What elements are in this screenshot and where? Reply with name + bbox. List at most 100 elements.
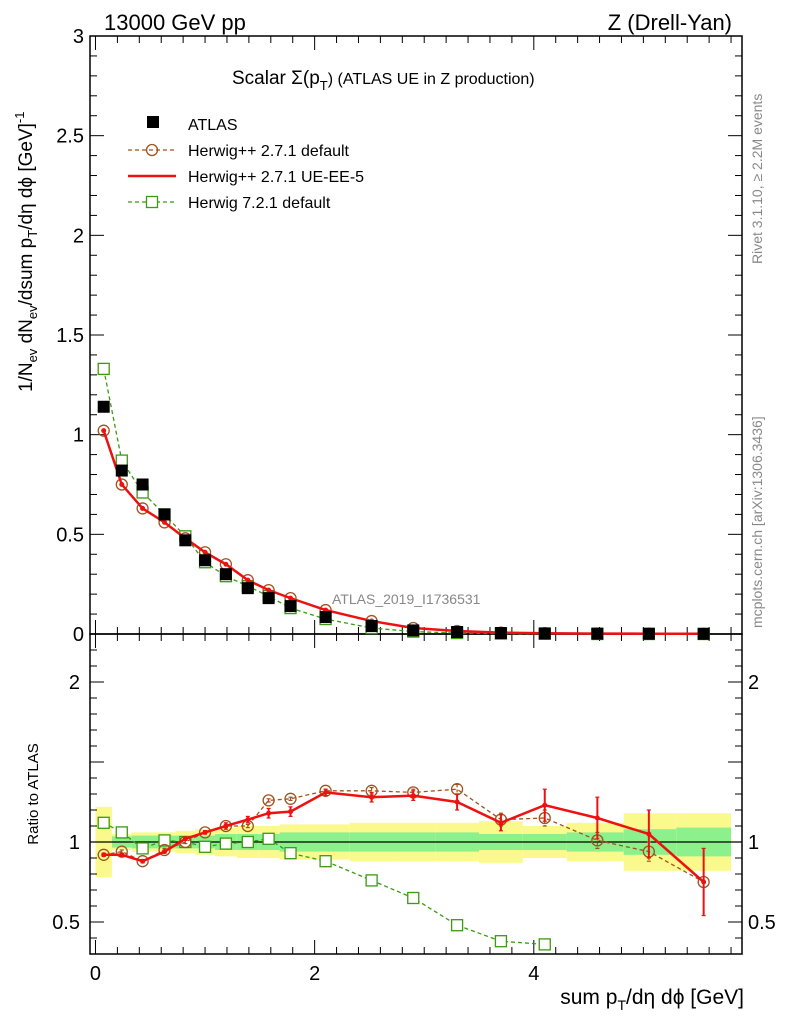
x-tick-label-2: 4 — [528, 963, 539, 985]
ratio-point-herwig271ee5-2 — [140, 858, 146, 864]
x-tick-label-0: 0 — [90, 963, 101, 985]
ylabel-d-sup: -1 — [12, 112, 27, 124]
ratio-line-herwig721 — [103, 822, 545, 946]
main-point-herwig271ee5-1 — [119, 482, 125, 487]
xlabel-tail: /dη dϕ [GeV] — [626, 986, 744, 1009]
ratio-point-herwig721-15 — [538, 938, 551, 951]
ratio-point-herwig721-1 — [115, 826, 128, 839]
rivet-label: Rivet 3.1.10, ≥ 2.2M events — [749, 94, 765, 264]
chart-title-tail: ) (ATLAS UE in Z production) — [328, 71, 535, 88]
main-point-herwig271ee5-5 — [202, 549, 208, 555]
ratio-point-herwig271ee5-6 — [223, 823, 229, 829]
main-point-atlas-10 — [319, 611, 332, 624]
main-point-herwig271def-1 — [115, 478, 128, 491]
main-point-herwig271ee5-7 — [245, 577, 251, 583]
ratio-y-tick-label-right-0: 0.5 — [748, 912, 776, 934]
ratio-point-herwig271ee5-1 — [119, 852, 125, 858]
main-point-atlas-8 — [262, 592, 275, 605]
ratio-point-herwig271ee5-11 — [369, 794, 375, 800]
chart-title: Scalar Σ(pT) (ATLAS UE in Z production) — [232, 68, 535, 93]
analysis-id: ATLAS_2019_I1736531 — [332, 591, 481, 607]
ratio-point-herwig721-3 — [158, 834, 171, 847]
ratio-point-herwig271ee5-16 — [594, 815, 600, 821]
main-point-atlas-0 — [97, 400, 110, 413]
ylabel-b: dN — [16, 319, 37, 349]
main-point-herwig271ee5-2 — [140, 505, 146, 511]
main-y-tick-label-0: 0 — [73, 624, 84, 646]
ratio-point-herwig271ee5-14 — [498, 820, 504, 826]
legend-herwig721-label: Herwig 7.2.1 default — [188, 195, 331, 212]
ratio-point-herwig271ee5-8 — [266, 810, 272, 816]
ratio-point-herwig271def-6 — [219, 819, 233, 833]
main-point-atlas-15 — [538, 627, 551, 640]
ratio-point-herwig271ee5-7 — [245, 817, 251, 823]
x-tick-label-1: 2 — [309, 963, 320, 985]
ratio-point-herwig721-13 — [450, 919, 464, 932]
ylabel-c: /dsum p — [16, 238, 37, 306]
main-y-tick-label-5: 2.5 — [56, 126, 84, 148]
ratio-point-herwig721-7 — [241, 835, 254, 849]
ratio-point-herwig271ee5-4 — [182, 836, 188, 842]
ylabel-b-sub: ev — [25, 305, 40, 319]
main-point-herwig721-0 — [97, 362, 110, 376]
legend-atlas-marker — [147, 116, 159, 128]
ratio-axis-ticks: 0 2 4 0.5 0.5 1 1 2 2 — [52, 633, 776, 985]
legend: ATLAS Herwig++ 2.7.1 default Herwig++ 2.… — [128, 116, 364, 212]
ratio-point-herwig721-12 — [407, 891, 420, 905]
ratio-point-herwig271def-2 — [136, 855, 149, 868]
x-axis-label: sum pT/dη dϕ [GeV] — [560, 986, 744, 1013]
main-point-atlas-12 — [407, 624, 420, 637]
ratio-point-herwig271ee5-13 — [454, 799, 460, 805]
ratio-y-axis-label: Ratio to ATLAS — [25, 743, 42, 844]
main-point-atlas-5 — [199, 554, 212, 567]
main-point-atlas-14 — [494, 627, 507, 640]
ratio-point-herwig721-2 — [136, 842, 149, 855]
legend-herwig721-marker — [145, 195, 159, 209]
ratio-point-herwig271def-3 — [158, 843, 171, 857]
ratio-y-tick-label-right-2: 2 — [748, 672, 759, 694]
main-point-atlas-7 — [241, 582, 254, 595]
main-point-herwig271def-2 — [136, 502, 149, 515]
main-point-atlas-2 — [136, 478, 149, 491]
ratio-point-herwig721-0 — [97, 816, 110, 829]
main-y-tick-label-4: 2 — [73, 225, 84, 247]
mcplots-label: mcplots.cern.ch [arXiv:1306.3436] — [749, 416, 765, 628]
main-point-atlas-11 — [365, 620, 378, 633]
ratio-point-herwig721-11 — [365, 874, 378, 887]
main-point-herwig721-1 — [115, 454, 128, 467]
main-point-atlas-9 — [284, 600, 297, 613]
chart-title-main: Scalar Σ(p — [232, 68, 320, 89]
ratio-point-herwig721-6 — [219, 837, 233, 850]
ratio-y-tick-label-left-0: 0.5 — [52, 912, 80, 934]
ratio-point-herwig271def-5 — [198, 826, 212, 839]
chart-title-sub: T — [320, 78, 328, 93]
main-point-atlas-1 — [115, 464, 128, 477]
main-point-atlas-3 — [158, 508, 171, 521]
ratio-point-herwig721-10 — [319, 855, 332, 868]
ratio-point-herwig271ee5-5 — [202, 829, 208, 835]
xlabel-sub: T — [617, 997, 626, 1013]
main-y-tick-label-6: 3 — [73, 26, 84, 48]
main-point-atlas-16 — [591, 627, 604, 640]
ratio-y-tick-label-right-1: 1 — [748, 832, 759, 854]
main-point-herwig271ee5-0 — [101, 428, 107, 434]
ratio-point-herwig271ee5-18 — [701, 879, 707, 885]
main-y-tick-label-3: 1.5 — [56, 325, 84, 347]
ratio-point-herwig271ee5-9 — [288, 809, 294, 815]
main-point-atlas-4 — [179, 534, 192, 547]
main-point-herwig271ee5-3 — [162, 519, 168, 525]
ylabel-a-sub: ev — [25, 348, 40, 362]
legend-atlas-label: ATLAS — [188, 117, 238, 134]
legend-herwig271def-label: Herwig++ 2.7.1 default — [188, 143, 350, 160]
main-point-atlas-18 — [697, 627, 710, 640]
main-y-tick-label-2: 1 — [73, 425, 84, 447]
ratio-point-herwig721-9 — [284, 847, 297, 860]
ylabel-a: 1/N — [16, 362, 37, 392]
ratio-point-herwig721-5 — [198, 840, 212, 853]
ratio-point-herwig271ee5-12 — [410, 793, 416, 799]
main-point-herwig271ee5-8 — [266, 587, 272, 593]
legend-herwig271ee5-label: Herwig++ 2.7.1 UE-EE-5 — [188, 169, 364, 186]
ratio-point-herwig271ee5-15 — [542, 802, 548, 808]
